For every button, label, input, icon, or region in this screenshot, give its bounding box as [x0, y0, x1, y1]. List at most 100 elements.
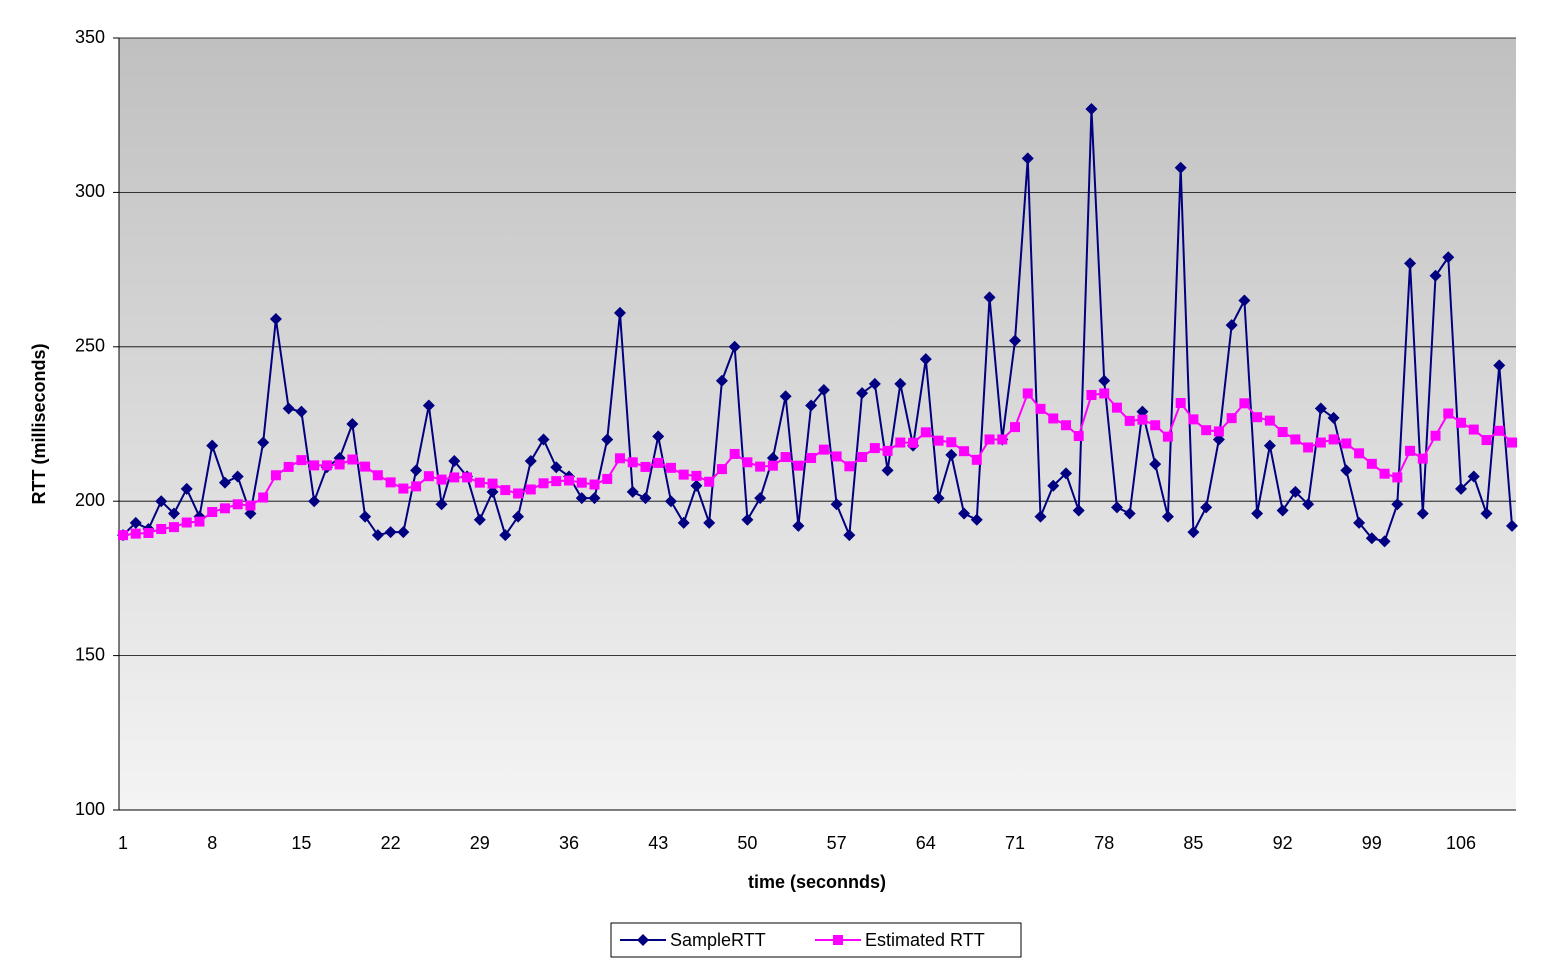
point: [1263, 439, 1276, 452]
point: [1162, 431, 1173, 442]
point: [1276, 504, 1289, 517]
point: [1405, 445, 1416, 456]
point: [1290, 434, 1301, 445]
x-tick-label: 36: [559, 833, 579, 853]
point: [398, 483, 409, 494]
point: [589, 479, 600, 490]
point: [1251, 507, 1264, 520]
legend-label: Estimated RTT: [865, 930, 985, 950]
point: [1429, 269, 1442, 282]
point: [371, 529, 384, 542]
point: [207, 507, 218, 518]
point: [932, 492, 945, 505]
point: [487, 478, 498, 489]
point: [919, 353, 932, 366]
point: [626, 485, 639, 498]
point: [945, 448, 958, 461]
point: [1378, 535, 1391, 548]
point: [155, 495, 168, 508]
point: [1099, 388, 1110, 399]
point: [397, 526, 410, 539]
point: [805, 399, 818, 412]
point: [321, 460, 332, 471]
point: [665, 462, 676, 473]
point: [269, 313, 282, 326]
point: [551, 476, 562, 487]
point: [1404, 257, 1417, 270]
point: [422, 399, 435, 412]
point: [1136, 405, 1149, 418]
x-tick-label: 43: [648, 833, 668, 853]
point: [1161, 510, 1174, 523]
point: [473, 513, 486, 526]
point: [1392, 472, 1403, 483]
point: [1174, 161, 1187, 174]
point: [1188, 414, 1199, 425]
point: [677, 516, 690, 529]
point: [181, 517, 192, 528]
point: [1213, 426, 1224, 437]
legend-marker: [833, 935, 843, 945]
point: [500, 485, 511, 496]
point: [435, 498, 448, 511]
point: [1302, 498, 1315, 511]
point: [869, 443, 880, 454]
point: [308, 495, 321, 508]
point: [1416, 507, 1429, 520]
point: [1494, 425, 1505, 436]
point: [244, 507, 257, 520]
point: [767, 460, 778, 471]
point: [1021, 152, 1034, 165]
point: [231, 470, 244, 483]
y-tick-label: 100: [75, 799, 105, 819]
point: [806, 452, 817, 463]
point: [970, 513, 983, 526]
point: [1252, 412, 1263, 423]
y-tick-label: 300: [75, 181, 105, 201]
point: [1239, 398, 1250, 409]
point: [385, 477, 396, 488]
point: [1124, 415, 1135, 426]
x-axis-title: time (seconnds): [748, 872, 886, 892]
point: [1086, 389, 1097, 400]
point: [156, 523, 167, 534]
point: [958, 507, 971, 520]
point: [614, 453, 625, 464]
point: [309, 460, 320, 471]
point: [1391, 498, 1404, 511]
point: [1353, 516, 1366, 529]
point: [639, 492, 652, 505]
point: [524, 455, 537, 468]
point: [1111, 402, 1122, 413]
point: [895, 437, 906, 448]
x-tick-label: 15: [291, 833, 311, 853]
point: [1328, 434, 1339, 445]
point: [232, 499, 243, 510]
point: [933, 435, 944, 446]
point: [1315, 437, 1326, 448]
point: [920, 427, 931, 438]
point: [704, 476, 715, 487]
y-tick-label: 350: [75, 27, 105, 47]
point: [347, 454, 358, 465]
point: [564, 475, 575, 486]
x-tick-label: 29: [470, 833, 490, 853]
point: [793, 460, 804, 471]
x-tick-label: 22: [381, 833, 401, 853]
point: [410, 464, 423, 477]
point: [703, 516, 716, 529]
point: [1226, 413, 1237, 424]
point: [167, 507, 180, 520]
point: [742, 457, 753, 468]
point: [779, 390, 792, 403]
point: [245, 500, 256, 511]
point: [1200, 501, 1213, 514]
point: [894, 377, 907, 390]
point: [1493, 359, 1506, 372]
point: [513, 488, 524, 499]
point: [818, 444, 829, 455]
point: [831, 451, 842, 462]
point: [959, 446, 970, 457]
point: [792, 519, 805, 532]
y-tick-label: 150: [75, 644, 105, 664]
